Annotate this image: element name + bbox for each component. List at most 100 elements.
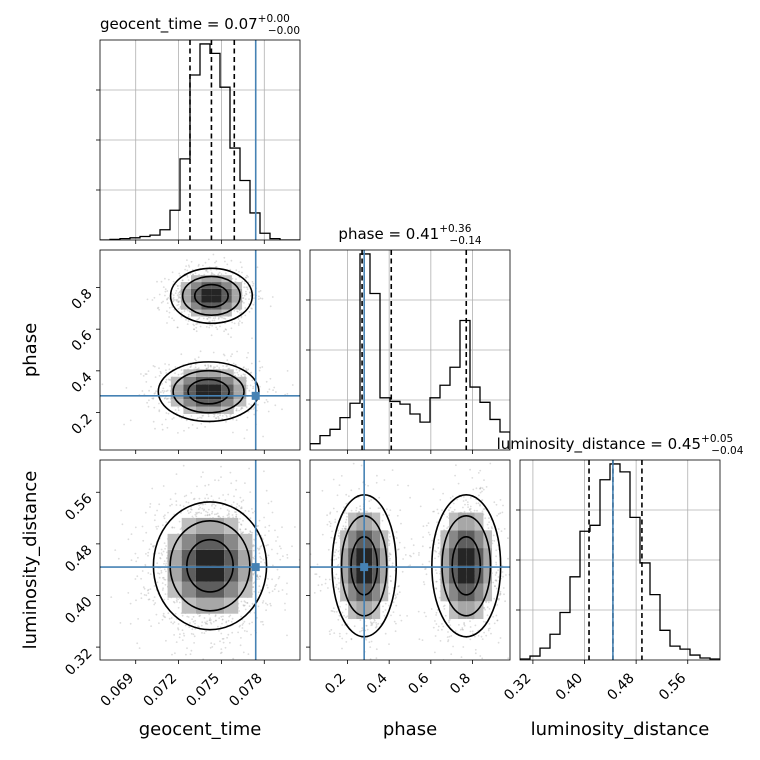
scatter-point — [192, 620, 195, 623]
scatter-point — [482, 508, 485, 511]
scatter-point — [220, 632, 223, 635]
scatter-point — [178, 290, 181, 293]
scatter-point — [147, 554, 149, 557]
scatter-point — [209, 621, 212, 624]
scatter-point — [161, 589, 164, 591]
scatter-point — [242, 622, 245, 625]
scatter-point — [162, 612, 165, 615]
scatter-point — [208, 316, 210, 319]
scatter-point — [469, 508, 472, 510]
scatter-point — [462, 496, 465, 498]
scatter-point — [165, 390, 168, 392]
scatter-point — [199, 416, 201, 419]
scatter-point — [164, 397, 166, 399]
scatter-point — [186, 269, 189, 272]
scatter-point — [195, 326, 198, 329]
scatter-point — [167, 278, 170, 281]
scatter-point — [178, 296, 181, 299]
scatter-point — [167, 378, 170, 381]
scatter-point — [236, 371, 239, 374]
scatter-point — [218, 617, 221, 619]
density-cell — [233, 399, 247, 407]
scatter-point — [244, 314, 247, 317]
scatter-point — [242, 297, 244, 299]
scatter-point — [167, 297, 170, 299]
scatter-point — [140, 577, 143, 580]
scatter-point — [253, 557, 255, 560]
scatter-point — [360, 464, 363, 467]
scatter-point — [169, 504, 172, 507]
scatter-point — [412, 552, 415, 555]
scatter-point — [198, 263, 200, 266]
scatter-point — [210, 619, 212, 621]
scatter-point — [235, 513, 238, 516]
scatter-point — [142, 539, 145, 542]
scatter-point — [165, 639, 167, 642]
scatter-point — [213, 413, 216, 416]
scatter-point — [159, 557, 162, 560]
scatter-point — [397, 585, 400, 588]
scatter-point — [168, 363, 170, 366]
scatter-point — [212, 273, 215, 276]
scatter-point — [221, 418, 224, 420]
scatter-point — [149, 573, 152, 575]
scatter-point — [345, 616, 347, 619]
scatter-point — [249, 372, 252, 375]
scatter-point — [175, 473, 178, 475]
scatter-point — [227, 633, 230, 636]
scatter-point — [447, 619, 450, 622]
scatter-point — [353, 625, 356, 628]
scatter-point — [200, 624, 203, 627]
scatter-point — [242, 499, 245, 502]
scatter-point — [137, 556, 139, 559]
scatter-point — [497, 569, 499, 572]
scatter-point — [286, 634, 288, 637]
scatter-point — [236, 503, 239, 505]
scatter-point — [228, 510, 231, 512]
scatter-point — [186, 276, 189, 278]
scatter-point — [233, 309, 236, 312]
scatter-point — [284, 609, 286, 611]
scatter-point — [153, 585, 156, 587]
scatter-point — [204, 484, 207, 487]
scatter-point — [196, 427, 199, 430]
scatter-point — [167, 397, 170, 400]
contour-0-0 — [193, 283, 229, 308]
scatter-point — [265, 380, 268, 383]
scatter-point — [229, 415, 232, 417]
scatter-point — [500, 666, 502, 668]
scatter-point — [313, 592, 316, 594]
scatter-point — [120, 509, 122, 512]
scatter-point — [253, 297, 255, 300]
density-cell — [224, 549, 239, 566]
scatter-point — [225, 621, 228, 624]
scatter-point — [435, 587, 438, 590]
scatter-point — [175, 500, 178, 503]
density-cell — [210, 533, 225, 550]
scatter-point — [265, 609, 267, 612]
scatter-point — [187, 512, 190, 515]
scatter-point — [224, 499, 227, 501]
scatter-point — [181, 372, 184, 375]
scatter-point — [210, 495, 213, 497]
title-lower: −0.14 — [449, 235, 481, 247]
scatter-point — [224, 272, 227, 275]
scatter-point — [172, 417, 175, 419]
scatter-point — [265, 399, 268, 401]
scatter-point — [168, 379, 171, 381]
scatter-point — [226, 636, 229, 639]
pair-panel-phase-luminosity_distance: 0.2 0.4 0.6 0.8 — [306, 442, 511, 697]
scatter-point — [190, 415, 193, 417]
scatter-point — [242, 531, 245, 533]
scatter-point — [195, 323, 198, 326]
scatter-point — [198, 497, 201, 500]
scatter-point — [186, 615, 189, 618]
scatter-point — [327, 548, 330, 551]
scatter-point — [219, 414, 222, 417]
scatter-point — [215, 266, 218, 268]
scatter-point — [160, 571, 163, 574]
scatter-point — [478, 442, 480, 444]
scatter-point — [437, 542, 440, 545]
scatter-point — [161, 389, 164, 392]
